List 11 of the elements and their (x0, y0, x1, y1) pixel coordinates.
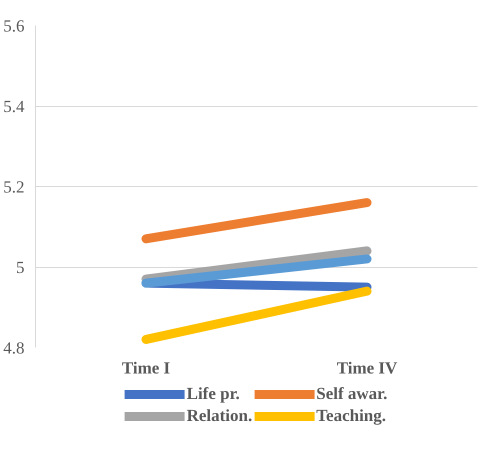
x-tick-label: Time I (122, 358, 171, 378)
legend-label: Teaching. (316, 406, 386, 426)
y-tick-label: 4.8 (3, 338, 24, 358)
x-tick-label: Time IV (336, 358, 398, 378)
y-tick-label: 5.4 (3, 97, 25, 116)
y-tick-label: 5 (16, 258, 24, 277)
y-tick-label: 5.2 (3, 178, 24, 196)
legend-label: Life pr. (186, 384, 240, 404)
legend-label: Relation. (186, 406, 252, 426)
y-tick-label: 5.6 (3, 16, 24, 36)
legend-label: Self awar. (316, 384, 388, 404)
